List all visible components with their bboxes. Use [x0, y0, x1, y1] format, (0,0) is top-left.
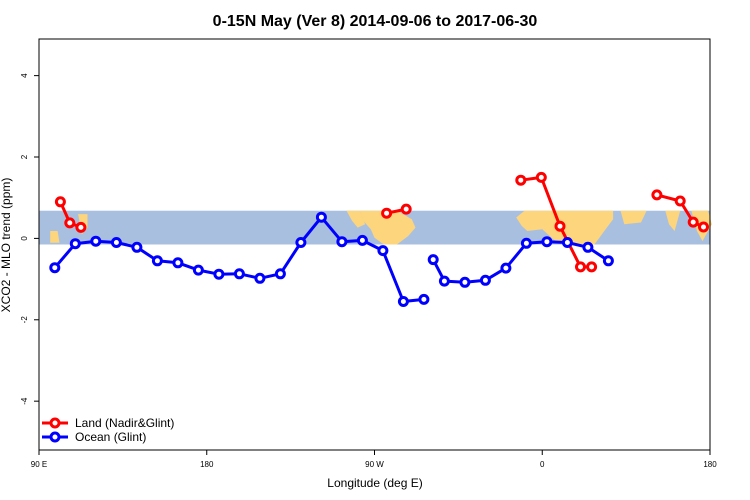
x-axis: 90 E 180 90 W 0 180 [31, 450, 717, 469]
ocean-point [459, 276, 471, 288]
land-point [651, 189, 663, 201]
y-axis: -4 -2 0 2 4 [20, 73, 39, 405]
x-tick-label: 180 [703, 460, 717, 469]
ocean-point [233, 268, 245, 280]
y-tick-label: -2 [20, 316, 29, 324]
land-ocean-band [39, 210, 712, 245]
land-point [515, 174, 527, 186]
land-point [54, 196, 66, 208]
ocean-point [438, 275, 450, 287]
ocean-point [397, 296, 409, 307]
x-tick-label: 90 W [365, 460, 384, 469]
ocean-point [336, 236, 348, 248]
ocean-point [49, 262, 61, 274]
ocean-point [69, 238, 81, 250]
land-point [381, 207, 393, 219]
ocean-point [479, 274, 491, 286]
ocean-point [213, 268, 225, 280]
ocean-point [172, 257, 184, 269]
land-point [64, 217, 76, 229]
ocean-point [315, 211, 327, 223]
chart-title: 0-15N May (Ver 8) 2014-09-06 to 2017-06-… [213, 13, 538, 30]
ocean-point [151, 255, 163, 267]
y-tick-label: 2 [20, 154, 29, 159]
x-tick-label: 0 [540, 460, 545, 469]
land-india [665, 210, 681, 231]
land-point [586, 261, 598, 273]
land-point [535, 171, 547, 183]
series-layer [49, 171, 709, 307]
ocean-point [254, 272, 266, 284]
legend-ocean-marker [49, 431, 61, 443]
ocean-point [418, 293, 430, 305]
ocean-point [541, 236, 553, 248]
ocean-point [561, 237, 573, 248]
ocean-point [90, 235, 102, 247]
ocean-point [131, 241, 143, 253]
ocean-point [427, 254, 439, 266]
x-axis-title: Longitude (deg E) [327, 476, 422, 490]
ocean-point [582, 241, 594, 253]
ocean-point [192, 264, 204, 276]
ocean-point [295, 237, 307, 248]
ocean-point [520, 237, 532, 249]
ocean-point [602, 255, 614, 267]
y-axis-title: XCO2 - MLO trend (ppm) [0, 178, 13, 313]
series-land [54, 171, 709, 273]
y-tick-label: -4 [20, 397, 29, 405]
y-tick-label: 0 [20, 236, 29, 241]
ocean-point [356, 234, 368, 246]
legend-ocean-label: Ocean (Glint) [75, 430, 146, 444]
series-ocean [49, 211, 614, 307]
land-point [674, 195, 686, 207]
x-tick-label: 90 E [31, 460, 47, 469]
land-line-3 [656, 193, 705, 229]
land-arabia [620, 210, 647, 225]
x-tick-label: 180 [200, 460, 214, 469]
land-south-america [359, 210, 416, 245]
legend-land-marker [49, 417, 61, 429]
land-point [698, 221, 709, 233]
y-tick-label: 4 [20, 73, 29, 78]
ocean-point [110, 237, 122, 248]
ocean-point [377, 245, 389, 257]
ocean-point [500, 262, 512, 274]
land-point [554, 220, 566, 232]
ocean-line-1 [431, 240, 610, 284]
land-point [687, 216, 699, 228]
land-point [400, 203, 412, 215]
land-central-america [346, 210, 366, 228]
legend: Land (Nadir&Glint) Ocean (Glint) [42, 416, 174, 444]
land-point [575, 261, 586, 273]
ocean-point [274, 268, 286, 280]
legend-land-label: Land (Nadir&Glint) [75, 416, 174, 430]
land-borneo [50, 231, 60, 243]
land-point [75, 221, 87, 233]
